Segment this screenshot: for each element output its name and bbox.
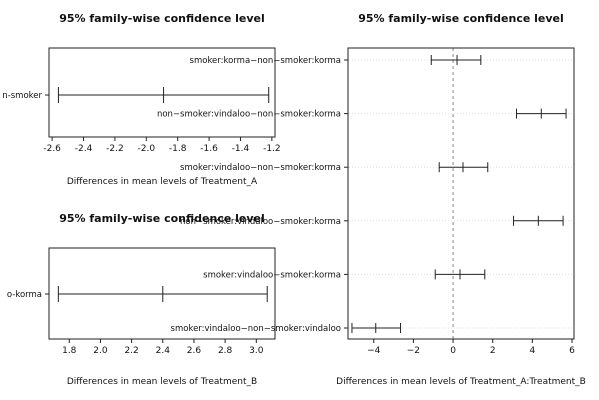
comparison-row: smoker:vindaloo−non−smoker:korma — [180, 162, 573, 173]
comparison-label: non−smoker:vindaloo−non−smoker:korma — [157, 110, 341, 120]
interaction-x-axis-label: Differences in mean levels of Treatment_… — [336, 377, 586, 387]
x-tick-label: -2.6 — [43, 144, 61, 154]
x-tick-label: 2.8 — [218, 346, 233, 356]
x-tick-label: 0 — [450, 346, 456, 356]
treatment-b-title: 95% family-wise confidence level — [59, 212, 265, 225]
x-tick-label: 1.8 — [62, 346, 77, 356]
treatment-a-title: 95% family-wise confidence level — [59, 12, 265, 25]
comparison-row: smoker:korma−non−smoker:korma — [190, 55, 573, 66]
interaction-title: 95% family-wise confidence level — [358, 12, 564, 25]
treatment-a-plot-frame — [48, 47, 276, 138]
comparison-row: n-smoker — [2, 87, 270, 103]
x-tick-label: 2.6 — [187, 346, 202, 356]
interaction-panel: 95% family-wise confidence level −4 −2 0 2 4… — [157, 12, 586, 387]
treatment-a-x-axis-label: Differences in mean levels of Treatment_… — [67, 177, 258, 187]
comparison-label: o-korma — [7, 290, 42, 300]
x-tick-label: 6 — [569, 346, 575, 356]
comparison-label: smoker:korma−non−smoker:korma — [190, 56, 341, 66]
x-tick-label: 2.2 — [124, 346, 138, 356]
comparison-row: smoker:vindaloo−non−smoker:vindaloo — [171, 323, 573, 334]
comparison-row: o-korma — [7, 286, 268, 302]
x-tick-label: -1.2 — [263, 144, 281, 154]
comparison-row: smoker:vindaloo−smoker:korma — [203, 269, 573, 280]
x-tick-label: 2.0 — [93, 346, 108, 356]
comparison-label: smoker:vindaloo−non−smoker:vindaloo — [171, 324, 341, 334]
x-tick-label: 3.0 — [249, 346, 264, 356]
comparison-label: non−smoker:vindaloo−smoker:korma — [180, 217, 341, 227]
treatment-b-panel: 95% family-wise confidence level 1.8 2.0 2… — [7, 212, 276, 387]
comparison-label: smoker:vindaloo−smoker:korma — [203, 270, 341, 280]
x-tick-label: 2 — [490, 346, 496, 356]
comparison-label: n-smoker — [2, 91, 42, 101]
x-tick-label: 4 — [530, 346, 536, 356]
comparison-label: smoker:vindaloo−non−smoker:korma — [180, 163, 341, 173]
comparison-row: non−smoker:vindaloo−smoker:korma — [180, 215, 573, 227]
x-tick-label: -1.4 — [232, 144, 250, 154]
interaction-plot-frame — [347, 47, 575, 340]
x-tick-label: −2 — [407, 346, 420, 356]
comparison-row: non−smoker:vindaloo−non−smoker:korma — [157, 108, 573, 120]
x-tick-label: -1.8 — [169, 144, 187, 154]
x-tick-label: -2.4 — [75, 144, 93, 154]
treatment-b-x-axis-label: Differences in mean levels of Treatment_… — [67, 377, 257, 387]
x-tick-label: -2.0 — [138, 144, 156, 154]
x-tick-label: 2.4 — [156, 346, 171, 356]
x-tick-label: -1.6 — [200, 144, 218, 154]
x-tick-label: -2.2 — [106, 144, 124, 154]
x-tick-label: −4 — [367, 346, 381, 356]
treatment-a-panel: 95% family-wise confidence level -2.6 -2.… — [2, 12, 280, 187]
